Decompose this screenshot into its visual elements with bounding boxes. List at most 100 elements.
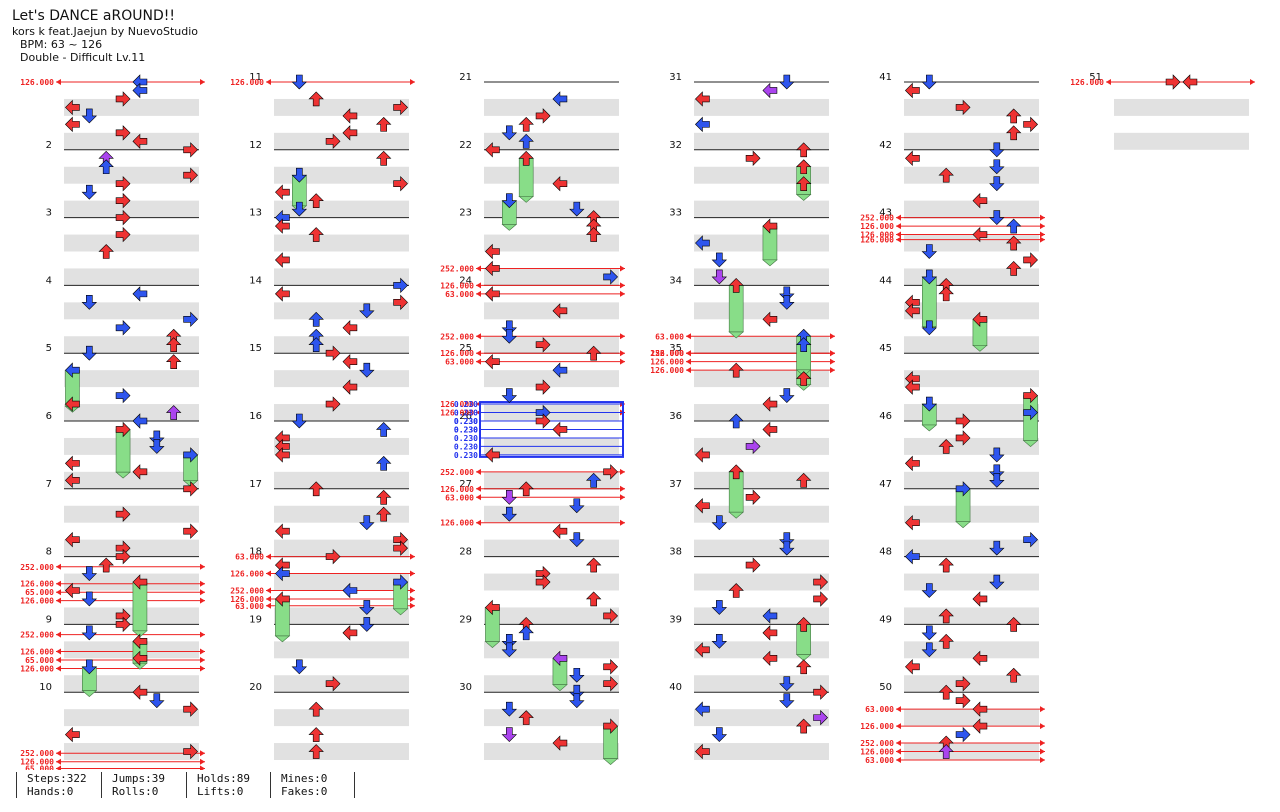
bpm-label: 252.000 bbox=[20, 631, 54, 640]
bpm-label: 252.000 bbox=[440, 468, 474, 477]
up-arrow-icon bbox=[375, 489, 392, 505]
measure-number: 29 bbox=[459, 614, 472, 625]
up-arrow-icon bbox=[308, 227, 324, 242]
down-arrow-icon bbox=[359, 303, 375, 319]
bpm-marker-left bbox=[896, 748, 901, 755]
beat-stripe bbox=[64, 370, 199, 388]
bpm-marker-left bbox=[686, 367, 691, 374]
bpm-marker-right bbox=[200, 79, 205, 85]
left-arrow-icon bbox=[65, 531, 80, 548]
beat-stripe bbox=[274, 437, 409, 455]
hands-count: Hands:0 bbox=[27, 785, 74, 798]
right-arrow-icon bbox=[813, 684, 828, 700]
down-arrow-icon bbox=[779, 676, 795, 692]
bpm-marker-left bbox=[56, 765, 61, 770]
beat-stripe bbox=[694, 200, 829, 218]
beat-stripe bbox=[484, 132, 619, 150]
right-arrow-icon bbox=[603, 718, 618, 734]
beat-stripe bbox=[1114, 132, 1249, 150]
down-arrow-icon bbox=[989, 540, 1005, 556]
left-arrow-icon bbox=[275, 523, 290, 539]
up-arrow-icon bbox=[308, 481, 324, 497]
stop-label: 0.230 bbox=[454, 434, 478, 443]
bpm-marker-left bbox=[56, 665, 61, 672]
measure-number: 48 bbox=[879, 547, 892, 558]
beat-stripe bbox=[694, 539, 829, 557]
up-arrow-icon bbox=[795, 718, 812, 734]
down-arrow-icon bbox=[569, 498, 585, 514]
beat-stripe bbox=[904, 234, 1039, 252]
left-arrow-icon bbox=[552, 91, 568, 107]
beat-stripe bbox=[1114, 98, 1249, 116]
up-arrow-icon bbox=[308, 701, 324, 717]
beat-stripe bbox=[484, 234, 619, 252]
bpm-label: 126.000 bbox=[20, 664, 54, 673]
up-arrow-icon bbox=[938, 608, 954, 624]
left-arrow-icon bbox=[65, 726, 80, 743]
down-arrow-icon bbox=[921, 244, 938, 259]
measure-number: 9 bbox=[46, 614, 52, 625]
beat-stripe bbox=[64, 404, 199, 421]
right-arrow-icon bbox=[115, 226, 131, 243]
right-arrow-icon bbox=[955, 726, 971, 743]
left-arrow-icon bbox=[342, 320, 358, 336]
up-arrow-icon bbox=[308, 744, 324, 759]
bpm-marker-right bbox=[620, 350, 625, 357]
bpm-label: 252.000 bbox=[230, 587, 264, 596]
beat-stripe bbox=[64, 234, 199, 252]
stats-col-jumps: Jumps:39 Rolls:0 bbox=[101, 772, 272, 798]
down-arrow-icon bbox=[291, 659, 308, 675]
right-arrow-icon bbox=[115, 209, 131, 226]
left-arrow-icon bbox=[342, 353, 358, 370]
bpm-marker-right bbox=[410, 595, 415, 602]
down-arrow-icon bbox=[501, 320, 518, 336]
hold-end bbox=[274, 635, 291, 643]
measure-number: 13 bbox=[249, 208, 262, 219]
left-arrow-icon bbox=[65, 99, 80, 116]
beat-stripe bbox=[274, 336, 409, 354]
up-arrow-icon bbox=[165, 405, 182, 420]
up-arrow-icon bbox=[1005, 616, 1022, 632]
hold-end bbox=[921, 424, 938, 432]
down-arrow-icon bbox=[989, 574, 1005, 590]
down-arrow-icon bbox=[779, 286, 795, 302]
down-arrow-icon bbox=[989, 464, 1005, 480]
bpm-label: 65.000 bbox=[25, 656, 54, 665]
right-arrow-icon bbox=[115, 175, 131, 192]
left-arrow-icon bbox=[972, 591, 988, 607]
bpm-marker-right bbox=[200, 648, 205, 655]
measure-number: 44 bbox=[879, 275, 892, 286]
right-arrow-icon bbox=[745, 150, 761, 166]
beat-stripe bbox=[904, 302, 1039, 320]
beat-stripe bbox=[64, 471, 199, 489]
right-arrow-icon bbox=[325, 345, 341, 361]
down-arrow-icon bbox=[779, 74, 795, 90]
down-arrow-icon bbox=[921, 320, 938, 336]
bpm-marker-left bbox=[686, 358, 691, 365]
beat-stripe bbox=[274, 505, 409, 523]
up-arrow-icon bbox=[1005, 235, 1022, 251]
beat-stripe bbox=[274, 166, 409, 184]
bpm-marker-left bbox=[1106, 79, 1111, 85]
bpm-label: 126.000 bbox=[860, 231, 894, 240]
right-arrow-icon bbox=[813, 574, 828, 590]
left-arrow-icon bbox=[342, 582, 358, 599]
bpm-marker-right bbox=[830, 350, 835, 357]
measure-number: 30 bbox=[459, 682, 472, 693]
up-arrow-icon bbox=[1005, 667, 1022, 683]
right-arrow-icon bbox=[535, 413, 551, 429]
down-arrow-icon bbox=[149, 439, 165, 454]
right-arrow-icon bbox=[183, 311, 198, 328]
beat-stripe bbox=[484, 607, 619, 625]
left-arrow-icon bbox=[695, 91, 710, 107]
down-arrow-icon bbox=[81, 295, 98, 310]
down-arrow-icon bbox=[81, 591, 98, 607]
bpm-marker-right bbox=[620, 519, 625, 526]
left-arrow-icon bbox=[905, 455, 920, 472]
bpm-marker-left bbox=[56, 648, 61, 655]
bpm-marker-right bbox=[620, 282, 625, 289]
stop-label: 0.230 bbox=[454, 417, 478, 426]
measure-number: 42 bbox=[879, 140, 892, 151]
up-arrow-icon bbox=[795, 337, 812, 353]
hold-end bbox=[762, 259, 778, 267]
